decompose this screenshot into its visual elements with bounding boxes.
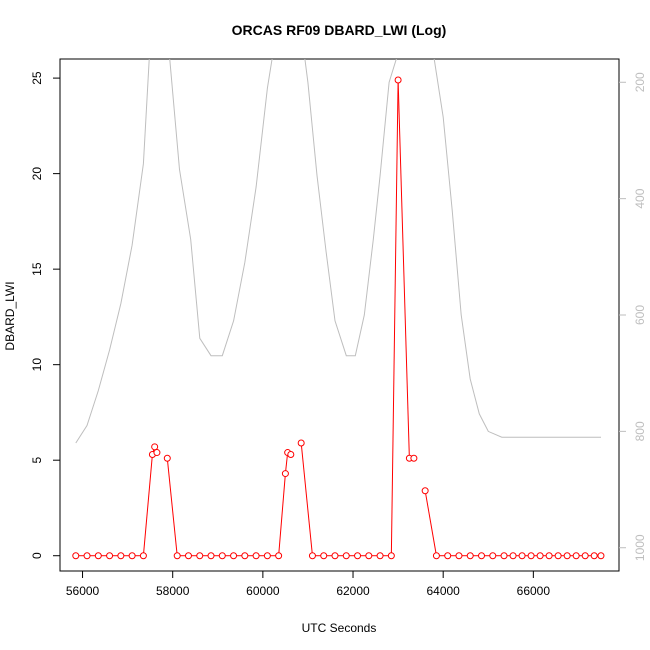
data-point: [241, 552, 249, 560]
data-point: [72, 552, 80, 560]
series-line-segment: [278, 476, 286, 553]
x-tick-label: 58000: [156, 584, 190, 598]
x-tick-label: 56000: [66, 584, 100, 598]
series-line-right-axis: [75, 59, 601, 444]
data-point: [218, 552, 226, 560]
data-point: [230, 552, 238, 560]
data-point: [421, 487, 429, 495]
data-point: [342, 552, 350, 560]
data-point: [196, 552, 204, 560]
data-point: [151, 443, 159, 451]
y-tick-label: 25: [30, 71, 44, 85]
data-point: [128, 552, 136, 560]
data-point: [275, 552, 283, 560]
x-axis-label: UTC Seconds: [302, 621, 377, 635]
series-line-segment: [397, 82, 410, 456]
data-point: [263, 552, 271, 560]
y2-tick-label: 200: [633, 72, 647, 92]
data-point: [297, 439, 305, 447]
data-point: [331, 552, 339, 560]
data-point: [518, 552, 526, 560]
data-point: [365, 552, 373, 560]
y2-tick-label: 800: [633, 421, 647, 441]
y2-axis: 200 400 600 800 1000: [619, 72, 647, 561]
data-point: [563, 552, 571, 560]
x-tick-label: 60000: [246, 584, 280, 598]
data-point: [536, 552, 544, 560]
data-point: [354, 552, 362, 560]
data-point: [94, 552, 102, 560]
y2-tick-label: 1000: [633, 534, 647, 561]
y-tick-label: 10: [30, 358, 44, 372]
data-point: [106, 552, 114, 560]
data-point: [287, 450, 295, 458]
data-point: [410, 454, 418, 462]
series-line-segment: [300, 445, 313, 553]
data-point: [83, 552, 91, 560]
data-point: [117, 552, 125, 560]
data-point: [163, 454, 171, 462]
data-point: [527, 552, 535, 560]
y2-tick-label: 400: [633, 188, 647, 208]
data-point: [153, 449, 161, 457]
data-point: [173, 552, 181, 560]
x-axis: 56000 58000 60000 62000 64000 66000: [66, 571, 551, 598]
data-point: [455, 552, 463, 560]
series-line-segment: [167, 461, 178, 553]
series-line-segment: [425, 493, 437, 553]
data-point: [281, 470, 289, 478]
data-point: [444, 552, 452, 560]
data-point: [509, 552, 517, 560]
data-point: [387, 552, 395, 560]
series-line-segment: [285, 455, 288, 471]
series-line-segment: [143, 457, 153, 553]
data-point: [376, 552, 384, 560]
data-point: [394, 76, 402, 84]
data-point: [554, 552, 562, 560]
plot-frame: [59, 58, 620, 572]
data-point: [252, 552, 260, 560]
data-point: [184, 552, 192, 560]
chart-title: ORCAS RF09 DBARD_LWI (Log): [232, 22, 447, 38]
data-point: [597, 552, 605, 560]
x-tick-label: 64000: [426, 584, 460, 598]
data-point: [207, 552, 215, 560]
series-line-segment: [390, 83, 399, 553]
data-point: [500, 552, 508, 560]
data-point: [545, 552, 553, 560]
data-point: [139, 552, 147, 560]
data-point: [478, 552, 486, 560]
data-point: [432, 552, 440, 560]
y-tick-label: 5: [30, 457, 44, 464]
data-point: [581, 552, 589, 560]
y-tick-label: 0: [30, 552, 44, 559]
y-axis: 0 5 10 15 20 25: [30, 71, 60, 559]
x-tick-label: 62000: [336, 584, 370, 598]
data-point: [466, 552, 474, 560]
y-axis-label: DBARD_LWI: [3, 281, 17, 350]
y2-tick-label: 600: [633, 305, 647, 325]
series-layer: [72, 59, 605, 560]
y-tick-label: 20: [30, 167, 44, 181]
data-point: [308, 552, 316, 560]
data-point: [489, 552, 497, 560]
data-point: [320, 552, 328, 560]
data-point: [572, 552, 580, 560]
x-tick-label: 66000: [517, 584, 551, 598]
data-point: [590, 552, 598, 560]
y-tick-label: 15: [30, 262, 44, 276]
